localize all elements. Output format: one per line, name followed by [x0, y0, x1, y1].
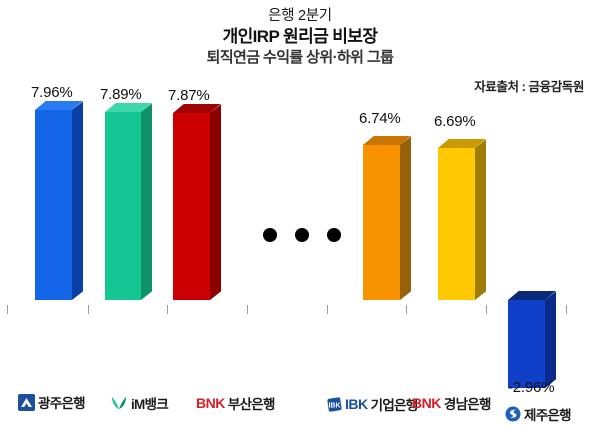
bnk-wordmark: BNK: [412, 395, 441, 411]
logo-bnk-busan-bank: BNK 부산은행: [196, 393, 275, 413]
svg-text:IBK: IBK: [328, 402, 340, 409]
axis-tick: [566, 305, 567, 314]
logo-label: 부산은행: [227, 397, 276, 412]
axis-tick: [247, 305, 248, 314]
ellipsis-dot: [263, 228, 277, 242]
bar-ibk: [363, 136, 411, 300]
bar-front-face: [105, 112, 141, 300]
bar-value-label: -2.96%: [508, 379, 555, 396]
bar-front-face: [35, 110, 72, 300]
chart-title-block: 은행 2분기 개인IRP 원리금 비보장 퇴직연금 수익률 상위·하위 그룹: [0, 8, 600, 67]
jeju-circle-icon: [505, 406, 521, 422]
ellipsis-separator: [263, 228, 341, 242]
bar-value-label: 6.74%: [359, 110, 401, 127]
logo-label: 기업은행: [370, 398, 419, 413]
bar-value-label: 7.96%: [31, 84, 73, 101]
logo-ibk-bank: IBK IBK 기업은행: [327, 394, 418, 414]
chart-subtitle-detail: 퇴직연금 수익률 상위·하위 그룹: [206, 49, 394, 67]
bar-kyongnam: [438, 139, 486, 300]
bar-side-face: [72, 101, 83, 301]
gwangju-mountain-icon: [18, 393, 35, 411]
bar-front-face: [508, 300, 545, 388]
bar-value-label: 6.69%: [434, 113, 476, 130]
logo-gwangju-bank: 광주은행: [18, 392, 86, 412]
logo-im-bank: iM뱅크: [110, 393, 169, 413]
bar-busan: [173, 104, 221, 301]
logo-label: 광주은행: [38, 396, 86, 411]
chart-subtitle-period: 은행 2분기: [268, 8, 332, 24]
logo-label: iM뱅크: [131, 397, 169, 412]
ellipsis-dot: [327, 228, 341, 242]
bar-imbank: [105, 103, 152, 301]
ibk-square-icon: IBK: [327, 396, 342, 412]
bnk-wordmark: BNK: [196, 395, 225, 411]
logo-label: 제주은행: [524, 408, 572, 423]
bar-value-label: 7.87%: [168, 87, 210, 104]
axis-tick: [486, 305, 487, 314]
axis-tick: [327, 305, 328, 314]
axis-tick: [88, 305, 89, 314]
bar-value-label: 7.89%: [100, 86, 142, 103]
page-title: 개인IRP 원리금 비보장: [222, 27, 378, 47]
ellipsis-dot: [295, 228, 309, 242]
bar-side-face: [475, 139, 486, 300]
bar-side-face: [141, 103, 152, 301]
logo-bnk-kyongnam-bank: BNK 경남은행: [412, 393, 491, 413]
logo-jeju-bank: 제주은행: [505, 404, 572, 424]
bar-gwangju: [35, 101, 83, 301]
logo-label: 경남은행: [443, 397, 492, 412]
bar-jeju: [508, 291, 556, 388]
bar-side-face: [210, 104, 221, 301]
bar-side-face: [400, 136, 411, 300]
im-leaf-icon: [110, 395, 128, 411]
bar-side-face: [545, 291, 556, 388]
source-note: 자료출처 : 금융감독원: [474, 80, 584, 94]
axis-tick: [167, 305, 168, 314]
axis-tick: [406, 305, 407, 314]
bar-front-face: [173, 113, 210, 300]
bar-front-face: [363, 145, 400, 300]
ibk-wordmark: IBK: [345, 396, 368, 412]
bar-front-face: [438, 148, 475, 300]
axis-tick: [7, 305, 8, 314]
